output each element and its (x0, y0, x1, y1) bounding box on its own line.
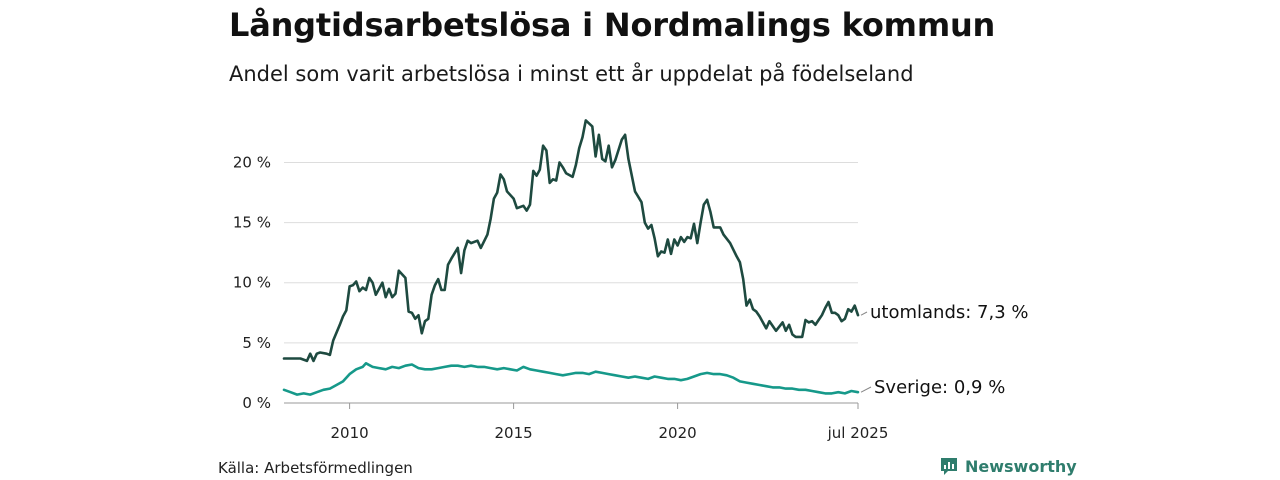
series-labels: utomlands: 7,3 % Sverige: 0,9 % (860, 302, 1029, 398)
y-tick-label: 10 % (233, 274, 271, 292)
x-tick-label: 2015 (495, 424, 533, 442)
brand-name: Newsworthy (965, 456, 1077, 476)
x-tick-label: jul 2025 (827, 424, 889, 442)
newsworthy-logo-icon (941, 458, 957, 475)
y-tick-label: 0 % (242, 394, 271, 412)
x-axis: 2010 2015 2020 jul 2025 (331, 403, 889, 442)
y-tick-label: 20 % (233, 153, 271, 171)
source-note: Källa: Arbetsförmedlingen (218, 459, 413, 477)
series-lines (282, 119, 860, 396)
series-line-sverige (282, 362, 860, 396)
grid-lines (284, 161, 858, 404)
brand-logo: Newsworthy (939, 456, 1077, 476)
x-tick-label: 2020 (659, 424, 697, 442)
chart-title: Långtidsarbetslösa i Nordmalings kommun (229, 6, 996, 44)
x-tick-label: 2010 (331, 424, 369, 442)
series-line-utomlands (282, 119, 860, 363)
series-label-sverige: Sverige: 0,9 % (874, 377, 1005, 398)
y-tick-label: 5 % (242, 334, 271, 352)
label-connector-utomlands (860, 311, 868, 316)
chart-subtitle: Andel som varit arbetslösa i minst ett å… (229, 62, 914, 86)
label-connector-sverige (860, 386, 872, 393)
y-axis: 0 % 5 % 10 % 15 % 20 % (233, 153, 271, 412)
y-tick-label: 15 % (233, 214, 271, 232)
series-label-utomlands: utomlands: 7,3 % (870, 302, 1029, 323)
